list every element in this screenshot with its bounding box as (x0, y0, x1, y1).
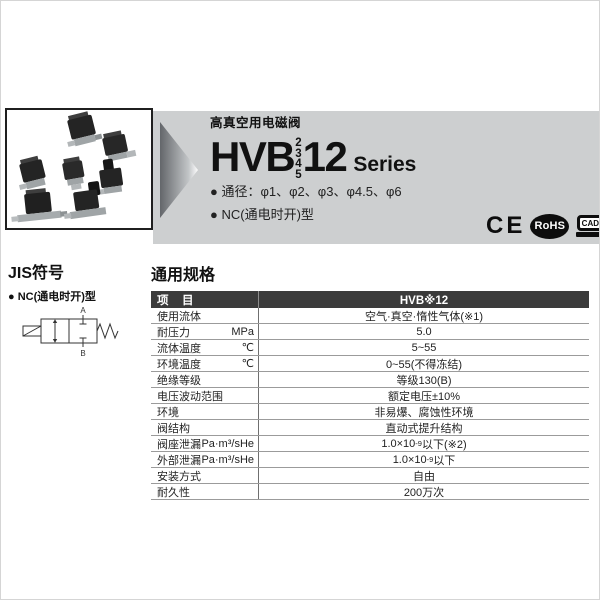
table-row: 流体温度 ℃ 5~55 (151, 340, 589, 356)
table-row: 电压波动范围 额定电压±10% (151, 388, 589, 404)
series-number: 12 (302, 133, 348, 180)
valve-illustration (67, 111, 103, 147)
row-unit: ℃ (241, 342, 254, 354)
jis-type-bullet: ● NC(通电时开)型 (8, 291, 96, 303)
port-a-label: A (80, 306, 86, 315)
series-logo: HVB 2 3 4 5 12 Series (210, 133, 417, 180)
size-digit: 4 (295, 158, 302, 170)
table-row: 安装方式 自由 (151, 468, 589, 484)
column-header-item: 项 目 (157, 294, 195, 307)
row-value: 直动式提升结构 (258, 420, 589, 435)
series-prefix: HVB (210, 133, 296, 180)
row-unit: Pa·m³/sHe (201, 437, 254, 450)
table-row: 外部泄漏 Pa·m³/sHe 1.0×10 -9 以下 (151, 452, 589, 468)
valve-illustration (63, 181, 107, 220)
bullet-diameter: ● 通径：φ1、φ2、φ3、φ4.5、φ6 (210, 184, 402, 199)
row-value: 空气·真空·惰性气体(※1) (258, 308, 589, 323)
series-word: Series (353, 153, 417, 176)
row-item-label: 环境温度 (157, 358, 201, 371)
row-unit: MPa (231, 325, 254, 338)
cad-monitor-screen: CAD (576, 215, 599, 231)
row-item-label: 安装方式 (157, 470, 201, 483)
table-row: 使用流体 空气·真空·惰性气体(※1) (151, 308, 589, 324)
valve-illustration (18, 155, 46, 190)
table-row: 环境温度 ℃ 0~55(不得冻结) (151, 356, 589, 372)
value-suffix: 以下(※2) (421, 438, 467, 451)
certification-marks: CE RoHS CAD (486, 212, 599, 240)
row-item-label: 外部泄漏 (157, 454, 201, 467)
size-digit: 3 (295, 147, 302, 160)
product-photo (11, 111, 137, 223)
row-item-label: 电压波动范围 (157, 390, 223, 403)
value-suffix: 以下 (433, 454, 456, 467)
value-exponent: -9 (415, 439, 422, 448)
value-base: 1.0×10 (381, 437, 416, 450)
row-value: 额定电压±10% (258, 388, 589, 403)
row-item-label: 阀座泄漏 (157, 438, 201, 451)
table-row: 耐压力 MPa 5.0 (151, 324, 589, 340)
row-item-label: 使用流体 (157, 310, 201, 323)
row-item-label: 绝缘等级 (157, 374, 201, 387)
valve-illustration (102, 130, 137, 162)
category-title: 高真空用电磁阀 (210, 116, 302, 130)
row-value: 5~55 (258, 340, 589, 355)
row-value: 非易爆、腐蚀性环境 (258, 404, 589, 419)
header-band (153, 111, 599, 244)
table-row: 阀结构 直动式提升结构 (151, 420, 589, 436)
table-row: 环境 非易爆、腐蚀性环境 (151, 404, 589, 420)
row-item-label: 流体温度 (157, 342, 201, 355)
table-row: 绝缘等级 等级130(B) (151, 372, 589, 388)
row-item-label: 阀结构 (157, 422, 190, 435)
specs-section-title: 通用规格 (151, 267, 216, 284)
row-item-label: 耐久性 (157, 486, 190, 499)
header-title-block: 高真空用电磁阀 HVB 2 3 4 5 12 Series ● 通径：φ1、φ2… (210, 112, 416, 223)
row-value: 0~55(不得冻结) (258, 356, 589, 371)
valve-illustration (11, 188, 68, 223)
size-digit: 5 (295, 168, 302, 181)
table-row: 耐久性 200万次 (151, 484, 589, 500)
bullet-type: ● NC(通电时开)型 (210, 207, 314, 222)
row-value: 自由 (258, 468, 589, 483)
column-header-model: HVB※12 (258, 291, 589, 308)
ce-mark-icon: CE (486, 212, 526, 239)
jis-section: JIS符号 ● NC(通电时开)型 (8, 259, 125, 366)
row-unit: ℃ (241, 358, 254, 370)
arrow-right-icon (160, 122, 198, 218)
rohs-mark-icon: RoHS (530, 213, 570, 239)
specs-table: 项 目 HVB※12 使用流体 空气·真空·惰性气体(※1) 耐压力 MPa 5.… (151, 291, 589, 500)
table-row: 阀座泄漏 Pa·m³/sHe 1.0×10 -9 以下(※2) (151, 436, 589, 452)
specs-section: 通用规格 项 目 HVB※12 使用流体 空气·真空·惰性气体(※1) 耐压力 M… (151, 261, 589, 500)
value-exponent: -9 (426, 455, 434, 464)
valve-illustration (62, 156, 85, 191)
row-value: 200万次 (258, 484, 589, 499)
value-base: 1.0×10 (392, 453, 427, 466)
cad-icon: CAD (574, 215, 599, 237)
table-header-row: 项 目 HVB※12 (151, 291, 589, 308)
row-value: 1.0×10 -9 以下(※2) (258, 436, 589, 451)
row-unit: Pa·m³/sHe (201, 453, 254, 466)
product-photo-frame (5, 108, 153, 230)
cad-monitor-base (576, 232, 599, 237)
jis-valve-symbol: A B (22, 306, 119, 358)
row-value: 5.0 (258, 324, 589, 339)
row-value: 1.0×10 -9 以下 (258, 452, 589, 467)
size-digit: 2 (295, 137, 302, 149)
series-size-digits: 2 3 4 5 (295, 138, 301, 180)
port-b-label: B (80, 349, 85, 358)
row-item-label: 环境 (157, 406, 179, 419)
row-item-label: 耐压力 (157, 326, 190, 339)
row-value: 等级130(B) (258, 372, 589, 387)
jis-section-title: JIS符号 (8, 265, 65, 282)
